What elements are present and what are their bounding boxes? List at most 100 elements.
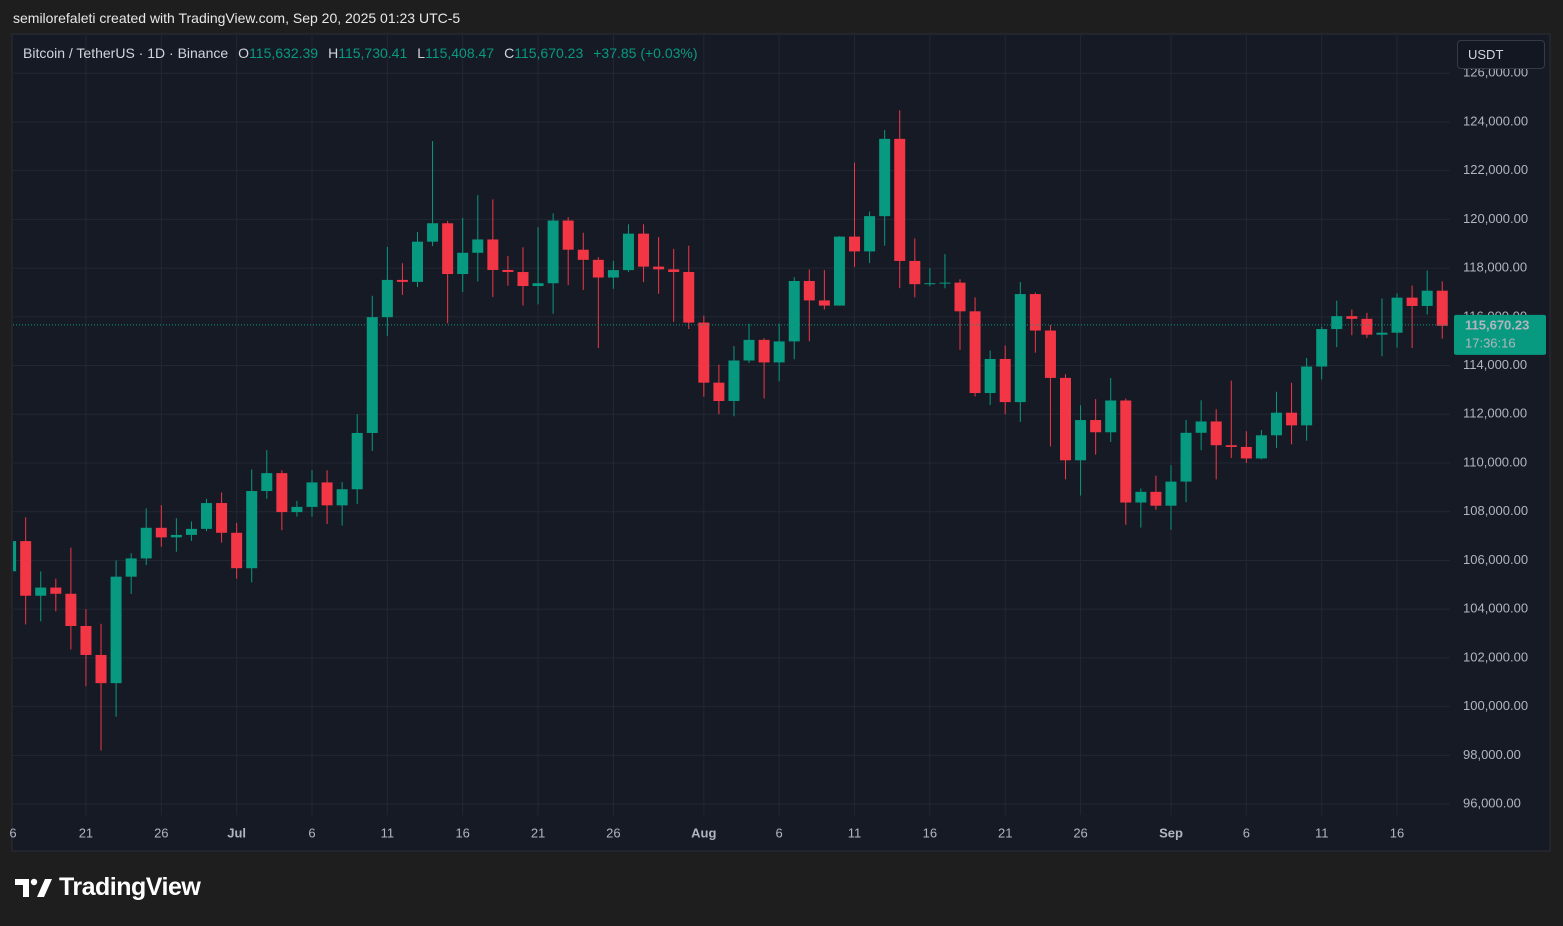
candle-body: [1346, 316, 1358, 319]
candle-body: [818, 300, 830, 306]
candle-body: [909, 260, 921, 285]
x-tick-label: Sep: [1159, 825, 1183, 840]
candle-body: [698, 322, 710, 383]
candle-body: [306, 482, 318, 507]
candle-body: [155, 527, 167, 538]
candle-body: [1105, 400, 1117, 433]
candle-body: [201, 503, 213, 529]
candle-body: [351, 432, 363, 490]
candle-body: [1195, 421, 1207, 433]
x-tick-label: 26: [154, 825, 168, 840]
candle-body: [1240, 446, 1252, 459]
y-tick-label: 106,000.00: [1463, 552, 1528, 567]
candle-body: [442, 223, 454, 275]
y-tick-label: 110,000.00: [1463, 454, 1527, 469]
candle-body: [140, 527, 152, 559]
x-tick-label: 21: [998, 825, 1012, 840]
candle-body: [1316, 329, 1328, 367]
candle-body: [1376, 332, 1388, 335]
candle-body: [1270, 412, 1282, 436]
candle-body: [924, 283, 936, 285]
close-key: C: [504, 45, 515, 61]
candle-body: [1029, 294, 1041, 331]
close-value: 115,670.23: [514, 45, 584, 61]
chart-frame: [11, 33, 1551, 852]
low-key: L: [417, 45, 426, 61]
candle-body: [833, 236, 845, 306]
candle-body: [864, 216, 876, 252]
x-tick-label: 11: [848, 825, 862, 840]
x-tick-label: 11: [381, 825, 395, 840]
candle-body: [788, 280, 800, 342]
candle-body: [1180, 432, 1192, 482]
x-tick-label: Jul: [227, 825, 246, 840]
candle-body: [487, 239, 499, 270]
y-tick-label: 96,000.00: [1463, 795, 1521, 810]
candle-body: [1301, 366, 1313, 426]
change: +37.85 (+0.03%): [593, 45, 698, 61]
candle-body: [758, 339, 770, 363]
candle-body: [773, 341, 785, 363]
x-tick-label: 6: [9, 825, 16, 840]
x-tick-label: 6: [1243, 825, 1250, 840]
candle-body: [562, 220, 574, 250]
candle-body: [50, 587, 62, 594]
candle-body: [894, 138, 906, 261]
candle-body: [638, 233, 650, 267]
candle-body: [1120, 400, 1132, 503]
candle-body: [396, 279, 408, 282]
candle-body: [65, 593, 77, 626]
symbol: Bitcoin / TetherUS · 1D · Binance: [23, 45, 229, 61]
candle-body: [20, 541, 32, 596]
candle-body: [879, 138, 891, 217]
candle-body: [622, 233, 634, 271]
x-tick-label: 16: [455, 825, 469, 840]
x-tick-label: 16: [1390, 825, 1404, 840]
candle-body: [517, 272, 529, 287]
candle-body: [607, 270, 619, 278]
candle-body: [653, 266, 665, 270]
candle-body: [984, 358, 996, 394]
candle-body: [1090, 420, 1102, 433]
candle-body: [216, 503, 228, 533]
candle-body: [80, 625, 92, 655]
candle-body: [170, 534, 182, 538]
candle-body: [1165, 481, 1177, 506]
candle-body: [713, 382, 725, 401]
candle-body: [321, 482, 333, 506]
candle-body: [939, 282, 951, 284]
candle-body: [728, 360, 740, 401]
candle-body: [1060, 377, 1071, 461]
y-tick-label: 124,000.00: [1463, 113, 1528, 128]
high-key: H: [328, 45, 339, 61]
y-tick-label: 122,000.00: [1463, 162, 1528, 177]
logo-icon: [15, 878, 52, 897]
candle-body: [577, 249, 589, 260]
x-tick-label: 21: [531, 825, 545, 840]
currency-button[interactable]: USDT: [1457, 40, 1545, 69]
y-tick-label: 120,000.00: [1463, 211, 1528, 226]
candle-body: [683, 272, 695, 323]
legend: Bitcoin / TetherUS · 1D · Binance O 115,6…: [23, 45, 698, 61]
candle-body: [1135, 491, 1147, 503]
candle-body: [1361, 318, 1373, 335]
candle-body: [999, 358, 1011, 403]
high-value: 115,730.41: [338, 45, 408, 61]
candle-body: [969, 311, 981, 394]
candle-body: [592, 259, 604, 278]
last-price-box: [1454, 314, 1546, 355]
candle-body: [1150, 491, 1162, 506]
y-tick-label: 112,000.00: [1463, 406, 1527, 421]
candle-body: [185, 528, 197, 535]
candle-body: [125, 558, 137, 577]
candle-body: [246, 491, 258, 569]
candle-body: [1391, 297, 1403, 333]
candle-body: [381, 279, 393, 318]
y-tick-label: 104,000.00: [1463, 601, 1528, 616]
y-tick-label: 114,000.00: [1463, 357, 1527, 372]
open-value: 115,632.39: [249, 45, 319, 61]
candle-body: [1406, 297, 1418, 306]
candle-body: [411, 241, 423, 282]
candle-body: [472, 239, 484, 253]
